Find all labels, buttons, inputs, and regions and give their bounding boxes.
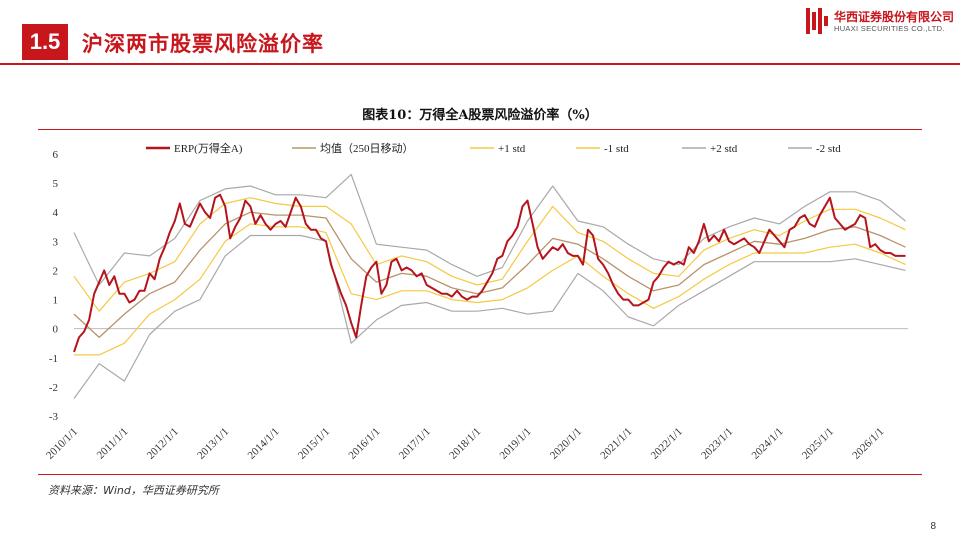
y-tick-label: -3 bbox=[49, 411, 59, 423]
legend-label-3: -1 std bbox=[604, 143, 629, 155]
x-tick-label: 2022/1/1 bbox=[649, 426, 685, 462]
header-divider bbox=[0, 63, 960, 65]
x-tick-label: 2021/1/1 bbox=[598, 426, 634, 462]
series-line-1 bbox=[73, 211, 906, 339]
chart-legend: ERP(万得全A) 均值（250日移动） +1 std -1 std +2 std -2 … bbox=[146, 141, 841, 155]
legend-label-5: -2 std bbox=[816, 143, 841, 155]
y-tick-label: 1 bbox=[53, 295, 59, 307]
y-tick-label: 2 bbox=[53, 265, 59, 277]
series-line-2 bbox=[73, 197, 906, 312]
series-line-4 bbox=[73, 173, 906, 286]
x-tick-label: 2023/1/1 bbox=[699, 426, 735, 462]
company-logo: 华西证券股份有限公司 HUAXI SECURITIES CO.,LTD. bbox=[806, 6, 956, 36]
series-line-3 bbox=[74, 223, 906, 356]
x-tick-label: 2026/1/1 bbox=[850, 426, 886, 462]
logo-company-name-en: HUAXI SECURITIES CO.,LTD. bbox=[834, 24, 945, 33]
y-tick-label: 6 bbox=[53, 149, 59, 161]
legend-label-1: 均值（250日移动） bbox=[320, 142, 414, 155]
x-tick-label: 2018/1/1 bbox=[447, 426, 483, 462]
legend-label-2: +1 std bbox=[498, 143, 526, 155]
section-number-badge: 1.5 bbox=[22, 24, 68, 60]
x-tick-label: 2016/1/1 bbox=[346, 426, 382, 462]
y-tick-label: -1 bbox=[49, 353, 58, 365]
x-tick-label: 2024/1/1 bbox=[749, 426, 785, 462]
x-tick-label: 2013/1/1 bbox=[195, 426, 231, 462]
logo-company-name-cn: 华西证券股份有限公司 bbox=[834, 10, 955, 24]
y-tick-label: 0 bbox=[53, 324, 59, 336]
section-title: 沪深两市股票风险溢价率 bbox=[82, 32, 324, 56]
legend-label-4: +2 std bbox=[710, 143, 738, 155]
logo-mark-icon bbox=[806, 8, 828, 34]
source-note: 资料来源：Wind，华西证券研究所 bbox=[48, 484, 219, 497]
legend-label-0: ERP(万得全A) bbox=[174, 141, 243, 155]
x-tick-label: 2025/1/1 bbox=[800, 426, 836, 462]
series-line-5 bbox=[73, 234, 906, 399]
x-axis: 2010/1/1 2011/1/1 2012/1/1 2013/1/1 2014/1/1… bbox=[44, 426, 886, 462]
x-tick-label: 2014/1/1 bbox=[246, 426, 282, 462]
x-tick-label: 2020/1/1 bbox=[548, 426, 584, 462]
y-axis: -3 -2 -1 0 1 2 3 4 5 6 bbox=[49, 149, 59, 423]
y-tick-label: -2 bbox=[49, 382, 58, 394]
y-tick-label: 4 bbox=[53, 207, 59, 219]
x-tick-label: 2012/1/1 bbox=[145, 426, 181, 462]
x-tick-label: 2017/1/1 bbox=[397, 426, 433, 462]
x-tick-label: 2010/1/1 bbox=[44, 426, 80, 462]
figure-bottom-rule bbox=[38, 474, 922, 475]
chart-series bbox=[73, 173, 906, 399]
x-tick-label: 2015/1/1 bbox=[296, 426, 332, 462]
y-tick-label: 5 bbox=[53, 178, 59, 190]
page-number: 8 bbox=[930, 521, 936, 532]
series-line-0 bbox=[73, 193, 906, 353]
figure-title: 图表10：万得全A股票风险溢价率（%） bbox=[362, 108, 598, 123]
x-tick-label: 2019/1/1 bbox=[498, 426, 534, 462]
x-tick-label: 2011/1/1 bbox=[95, 426, 131, 462]
figure-title-rule bbox=[38, 129, 922, 130]
y-tick-label: 3 bbox=[53, 236, 59, 248]
